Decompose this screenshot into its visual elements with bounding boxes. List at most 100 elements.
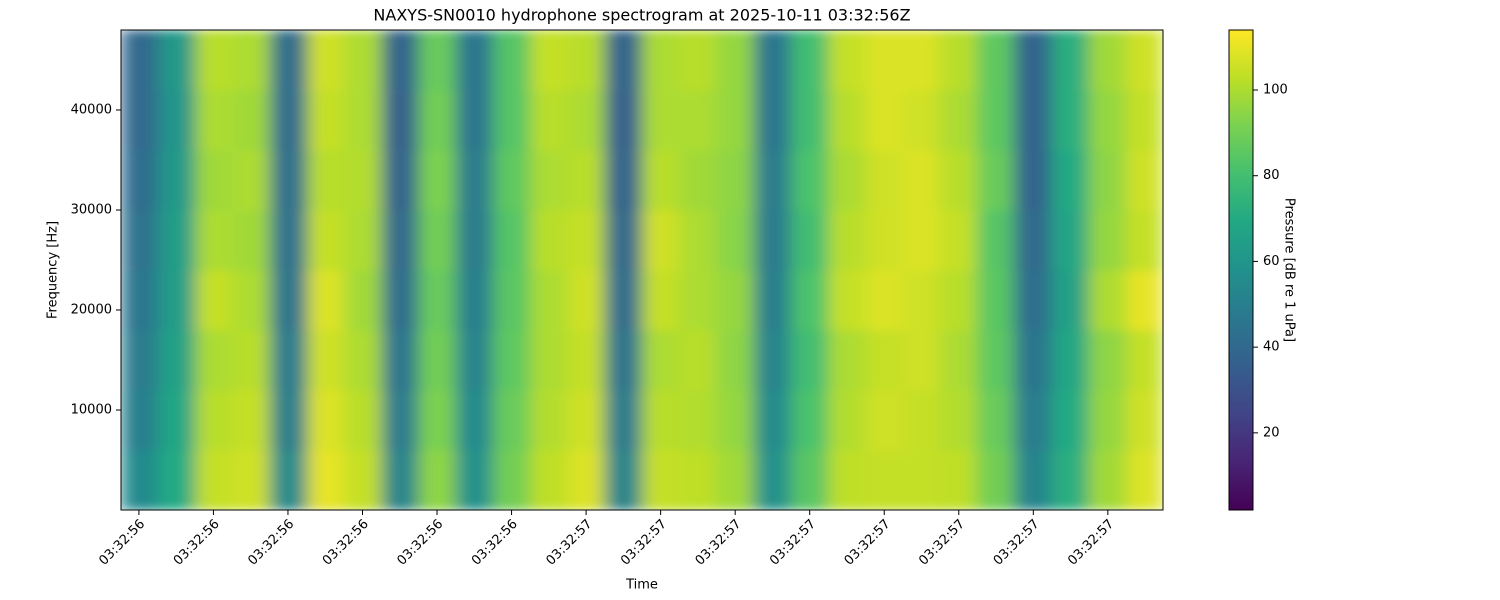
heatmap-cell (270, 210, 308, 271)
heatmap-cell (828, 450, 867, 510)
heatmap-cell (1013, 210, 1052, 271)
x-tick-label: 03:32:57 (842, 517, 894, 569)
heatmap-cell (604, 390, 643, 451)
heatmap-cell (344, 210, 383, 271)
heatmap-cell (232, 90, 271, 151)
heatmap-cell (158, 30, 197, 91)
heatmap-cell (1088, 270, 1127, 331)
heatmap-cell (642, 150, 680, 211)
heatmap-cell (791, 450, 829, 510)
heatmap-cell (791, 30, 829, 91)
heatmap-cell (232, 150, 271, 211)
heatmap-cell (418, 210, 457, 271)
x-tick-label: 03:32:56 (245, 517, 297, 569)
heatmap-cell (195, 210, 234, 271)
heatmap-cell (307, 390, 346, 451)
heatmap-cell (791, 90, 829, 151)
x-tick-label: 03:32:57 (618, 517, 670, 569)
heatmap-cell (716, 330, 755, 391)
colorbar-tick-label: 20 (1263, 425, 1280, 440)
heatmap-cell (530, 270, 568, 331)
heatmap-cell (418, 330, 457, 391)
heatmap-cell (381, 450, 419, 510)
heatmap-cell (121, 150, 159, 211)
heatmap-cell (121, 270, 159, 331)
heatmap-cell (195, 150, 234, 211)
heatmap-cell (902, 30, 940, 91)
heatmap-cell (492, 90, 531, 151)
heatmap-cell (1051, 270, 1089, 331)
heatmap-cell (270, 90, 308, 151)
heatmap-cell (344, 90, 383, 151)
heatmap-cell (753, 270, 792, 331)
y-tick-label: 30000 (71, 203, 112, 218)
heatmap-cell (865, 210, 904, 271)
y-tick-label: 40000 (71, 103, 112, 118)
heatmap-cell (232, 270, 271, 331)
heatmap-cell (1013, 450, 1052, 510)
heatmap-cell (381, 30, 419, 91)
heatmap-cell (270, 150, 308, 211)
heatmap-cell (679, 210, 718, 271)
heatmap-cell (344, 270, 383, 331)
heatmap-cell (1051, 150, 1089, 211)
heatmap-cell (455, 450, 494, 510)
heatmap-cell (865, 150, 904, 211)
colorbar-tick-label: 40 (1263, 340, 1280, 355)
heatmap-cell (642, 450, 680, 510)
heatmap-cell (455, 210, 494, 271)
heatmap-cell (828, 330, 867, 391)
x-tick-label: 03:32:56 (469, 517, 521, 569)
heatmap-cell (567, 270, 606, 331)
heatmap-cell (753, 30, 792, 91)
heatmap-cell (679, 390, 718, 451)
heatmap-cell (679, 270, 718, 331)
heatmap-cell (1088, 30, 1127, 91)
heatmap-cell (530, 90, 568, 151)
heatmap-cell (381, 390, 419, 451)
heatmap-cell (828, 150, 867, 211)
heatmap-cell (753, 210, 792, 271)
heatmap-cell (828, 90, 867, 151)
x-axis-label: Time (625, 578, 658, 593)
heatmap-cell (1125, 390, 1163, 451)
heatmap-cell (530, 450, 568, 510)
heatmap-cell (158, 270, 197, 331)
heatmap-cell (1013, 150, 1052, 211)
heatmap-cell (828, 270, 867, 331)
heatmap-cell (1013, 390, 1052, 451)
heatmap-cell (604, 90, 643, 151)
heatmap-cell (679, 90, 718, 151)
heatmap-cell (567, 30, 606, 91)
heatmap-cell (158, 150, 197, 211)
heatmap-cell (604, 330, 643, 391)
heatmap-cell (716, 450, 755, 510)
heatmap-cell (530, 330, 568, 391)
heatmap-cell (716, 270, 755, 331)
heatmap-cell (976, 90, 1015, 151)
heatmap-cell (642, 30, 680, 91)
heatmap-cell (828, 30, 867, 91)
heatmap-cell (642, 330, 680, 391)
heatmap-cell (1088, 150, 1127, 211)
heatmap-cell (902, 270, 940, 331)
heatmap-cell (232, 30, 271, 91)
colorbar-tick-label: 100 (1263, 83, 1288, 98)
heatmap-cell (567, 450, 606, 510)
heatmap-cell (679, 30, 718, 91)
heatmap-cell (604, 30, 643, 91)
heatmap-cell (976, 390, 1015, 451)
heatmap-cell (753, 330, 792, 391)
heatmap-cell (753, 150, 792, 211)
heatmap-cell (158, 90, 197, 151)
heatmap-cell (1125, 210, 1163, 271)
heatmap-cell (158, 450, 197, 510)
heatmap-cell (828, 390, 867, 451)
heatmap-cell (753, 390, 792, 451)
heatmap-cell (270, 30, 308, 91)
heatmap-cell (418, 90, 457, 151)
heatmap-cell (716, 210, 755, 271)
heatmap-cell (121, 330, 159, 391)
heatmap-cell (1125, 330, 1163, 391)
